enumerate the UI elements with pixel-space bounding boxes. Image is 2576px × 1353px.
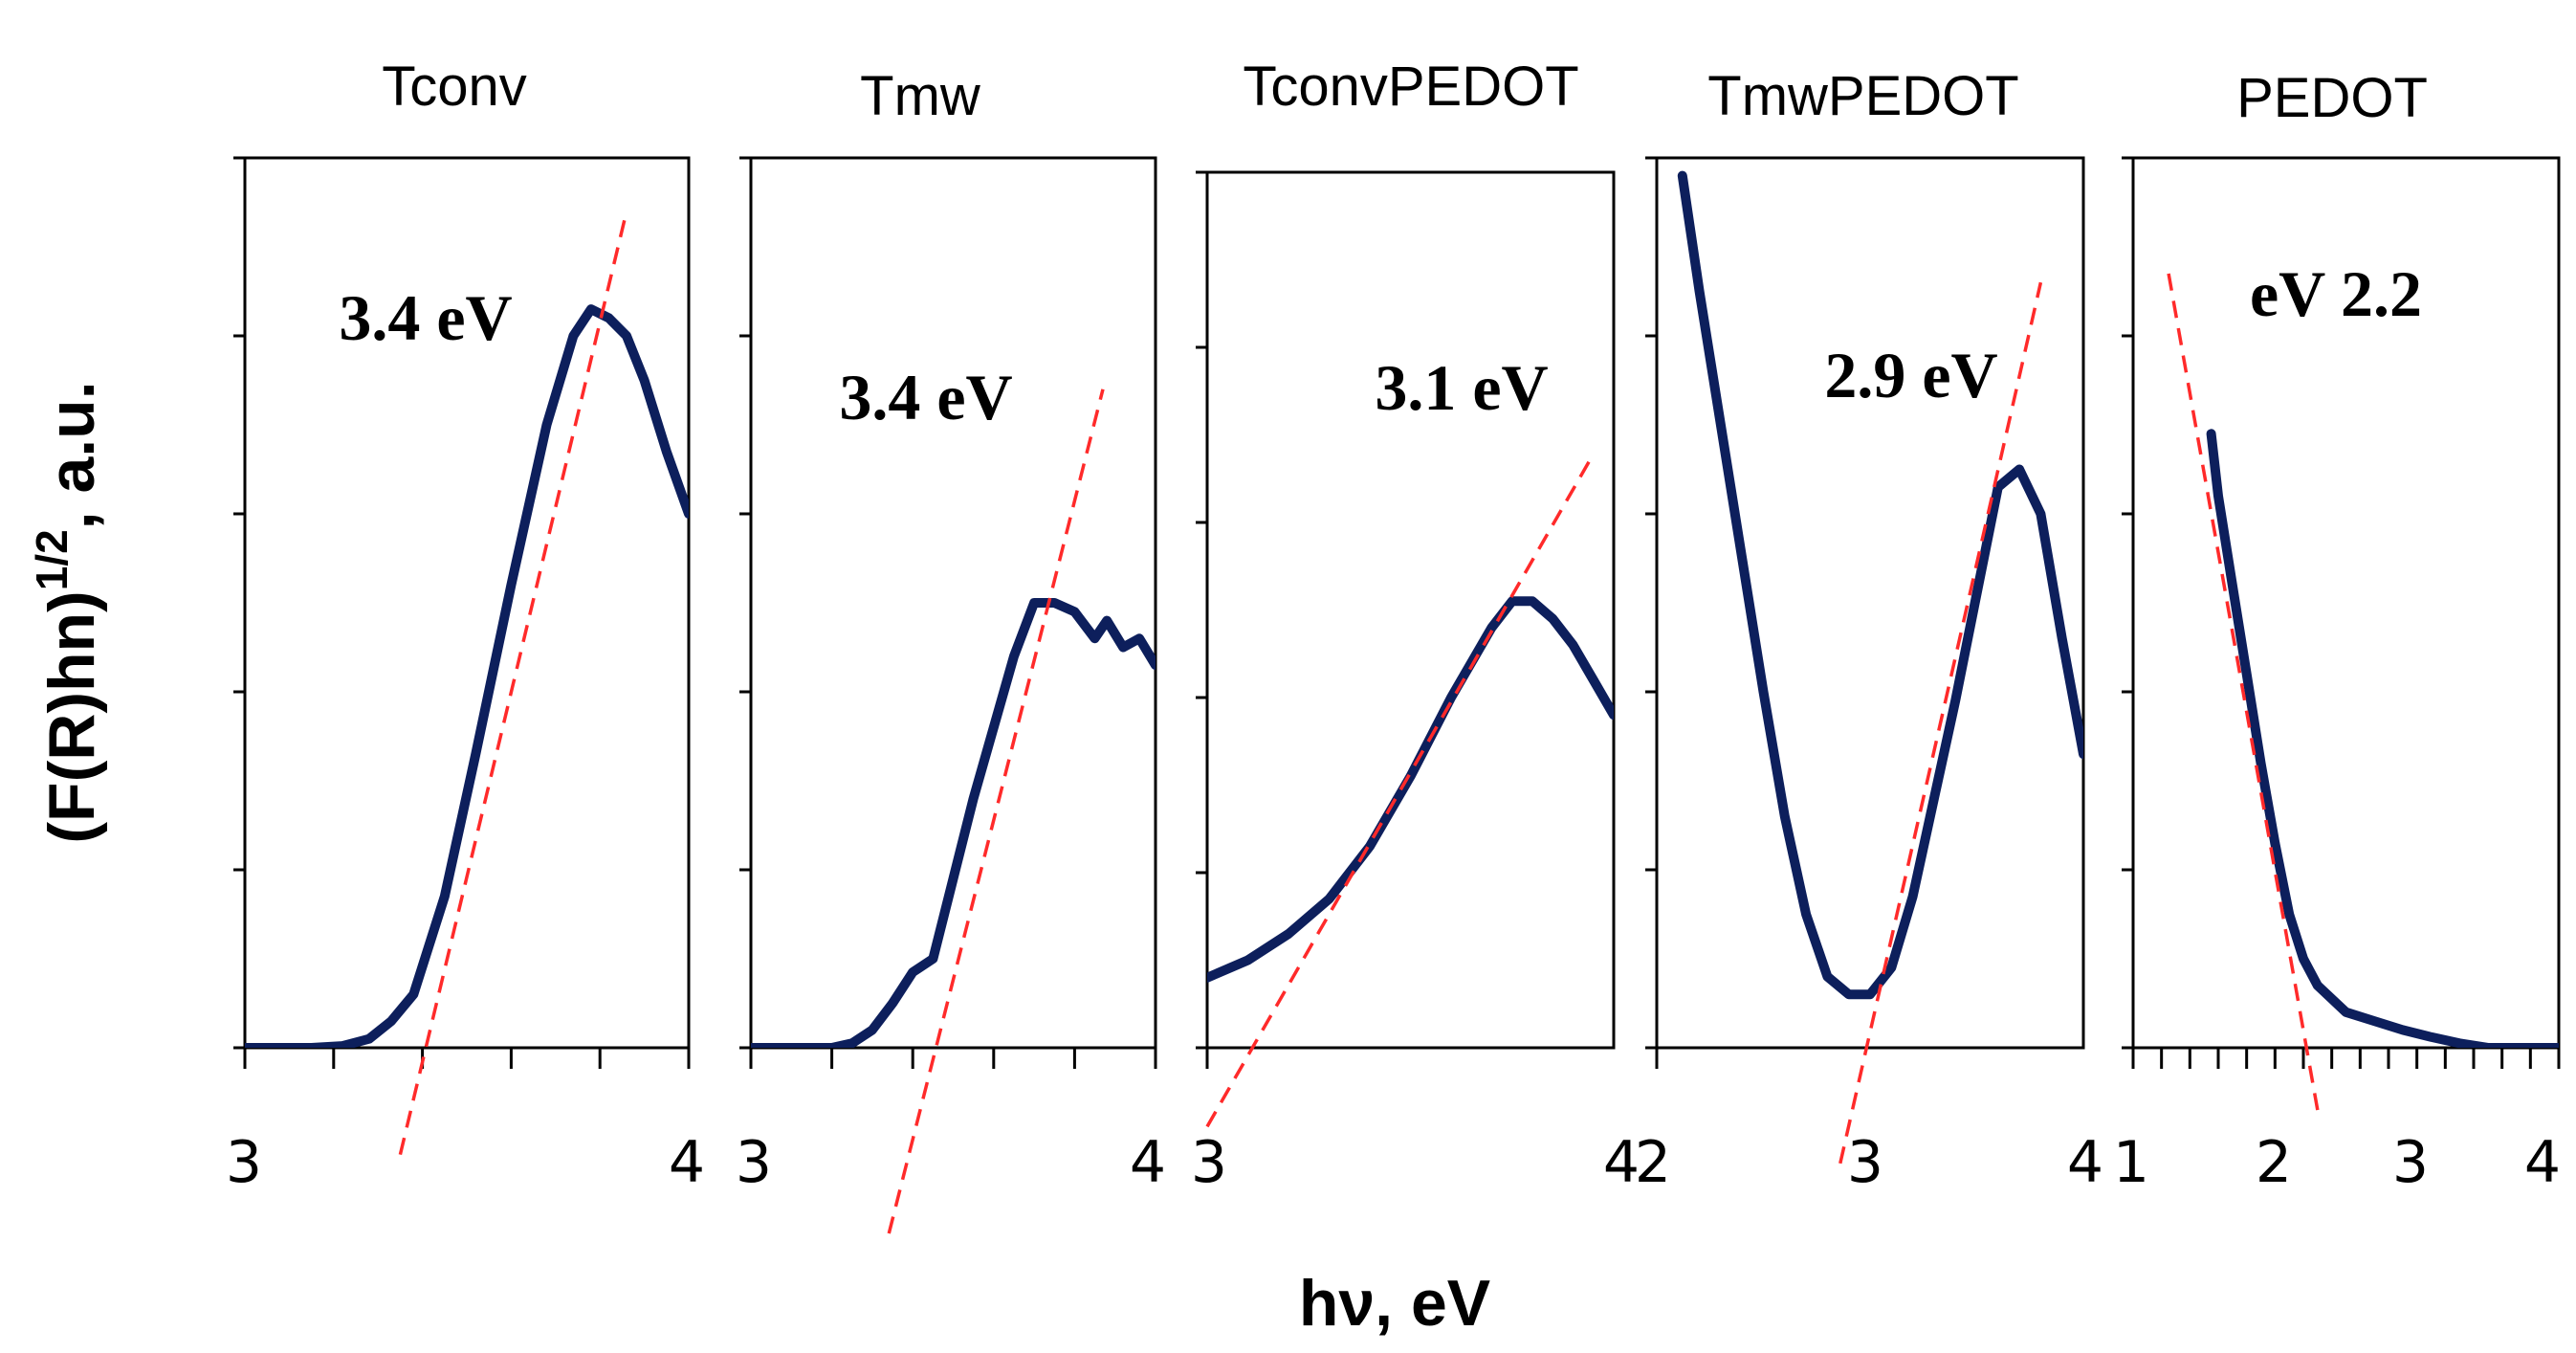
series-line bbox=[1207, 596, 1614, 983]
bandgap-annotation: eV 2.2 bbox=[2250, 257, 2422, 330]
plot-frame bbox=[1205, 170, 1616, 1050]
x-tick-label: 3 bbox=[1191, 1129, 1227, 1196]
x-tick-label: 4 bbox=[1130, 1129, 1166, 1196]
series-line bbox=[2206, 429, 2559, 1048]
fit-line bbox=[1205, 460, 1592, 1128]
x-tick-label: 1 bbox=[2113, 1129, 2149, 1196]
fit-line bbox=[2167, 273, 2320, 1111]
panel-title: Tconv bbox=[382, 55, 527, 118]
bandgap-annotation: 3.4 eV bbox=[339, 281, 512, 354]
fit-line bbox=[398, 211, 628, 1156]
bandgap-annotation: 2.9 eV bbox=[1824, 339, 1997, 411]
y-axis-title-main: (F(R)hn) bbox=[35, 590, 108, 843]
x-tick-label: 3 bbox=[736, 1129, 772, 1196]
x-tick-label: 2 bbox=[2256, 1129, 2292, 1196]
y-axis-title-superscript: 1/2 bbox=[27, 529, 77, 590]
panel-tmw: 3 4 Tmw 3.4 eV bbox=[736, 65, 1166, 1234]
panel-title: TconvPEDOT bbox=[1243, 55, 1578, 118]
x-tick-label: 3 bbox=[226, 1129, 262, 1196]
x-tick-label: 3 bbox=[1847, 1129, 1883, 1196]
x-tick-label: 3 bbox=[2392, 1129, 2429, 1196]
panel-title: Tmw bbox=[860, 65, 981, 127]
series-line bbox=[245, 304, 689, 1048]
plot-frame bbox=[243, 156, 691, 1050]
x-tick-label: 4 bbox=[2524, 1129, 2561, 1196]
panel-tconvpedot: 3 4 TconvPEDOT 3.1 eV bbox=[1191, 55, 1640, 1196]
x-tick-label: 4 bbox=[2067, 1129, 2103, 1196]
fit-line bbox=[887, 388, 1105, 1234]
bandgap-annotation: 3.1 eV bbox=[1375, 351, 1548, 424]
plot-frame bbox=[1655, 156, 2085, 1050]
x-axis-title: hν, eV bbox=[1299, 1267, 1490, 1340]
panel-tmwpedot: 2 3 4 TmwPEDOT 2.9 eV bbox=[1635, 65, 2103, 1196]
panel-pedot: 1 2 3 4 PEDOT eV 2.2 bbox=[2113, 67, 2561, 1196]
plot-frame bbox=[2131, 156, 2561, 1050]
y-axis-title-suffix: , a.u. bbox=[35, 381, 108, 529]
fit-line bbox=[1838, 281, 2043, 1164]
x-tick-label: 2 bbox=[1635, 1129, 1671, 1196]
x-tick-label: 4 bbox=[669, 1129, 705, 1196]
y-axis-title: (F(R)hn)1/2, a.u. bbox=[27, 381, 108, 843]
panel-title: TmwPEDOT bbox=[1707, 65, 2018, 127]
bandgap-annotation: 3.4 eV bbox=[839, 361, 1012, 433]
panel-tconv: 3 4 Tconv 3.4 eV bbox=[226, 55, 705, 1196]
plot-frame bbox=[749, 156, 1157, 1050]
series-line bbox=[751, 598, 1156, 1048]
series-line bbox=[1677, 170, 2083, 1000]
x-tick-label: 4 bbox=[1603, 1129, 1640, 1196]
panel-title: PEDOT bbox=[2236, 67, 2428, 129]
